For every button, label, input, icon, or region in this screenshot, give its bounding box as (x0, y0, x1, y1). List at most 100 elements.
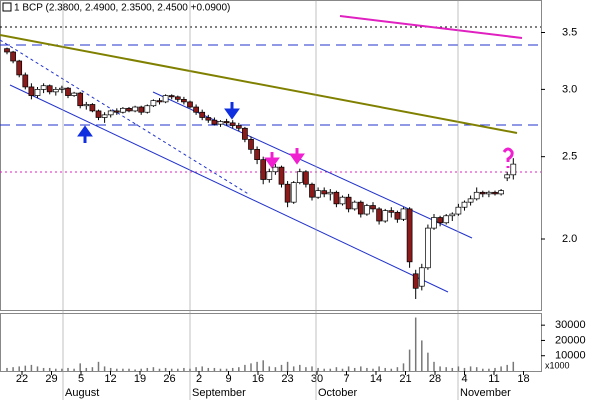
candle-body (16, 60, 23, 76)
channel-line (0, 39, 251, 196)
x-tick-label: 19 (134, 373, 146, 385)
x-tick-label: 5 (78, 373, 84, 385)
x-tick-label: 26 (163, 373, 175, 385)
candle-body (254, 149, 260, 160)
candle-body (150, 100, 157, 107)
candle-body (321, 190, 328, 195)
candle-body (278, 166, 285, 185)
y-tick-label: 2.0 (562, 233, 577, 245)
candle-body (83, 104, 90, 107)
candle-body (303, 171, 309, 185)
candle-body (315, 190, 321, 198)
candle-body (260, 159, 267, 180)
candle-body (187, 101, 193, 108)
candle-body (400, 208, 407, 220)
candle-body (425, 227, 431, 269)
candle-body (71, 92, 77, 96)
candle-body (431, 217, 437, 229)
candle-body (345, 196, 352, 210)
candle-body (223, 121, 230, 124)
channel-line (9, 84, 449, 293)
candle-body (107, 110, 114, 116)
x-tick-label: 7 (343, 373, 349, 385)
trend-line (0, 34, 518, 134)
candle-body (510, 163, 517, 176)
candle-body (10, 51, 16, 62)
month-label: October (318, 387, 357, 399)
arrow (264, 152, 280, 169)
x-tick-label: 23 (281, 373, 293, 385)
candle-body (382, 210, 389, 222)
chart-title: 1 BCP (2.3800, 2.4900, 2.3500, 2.4500 +0… (14, 3, 230, 14)
question-mark (502, 147, 514, 168)
x-tick-label: 21 (399, 373, 411, 385)
candle-body (113, 110, 120, 113)
drawings (0, 15, 541, 293)
month-label: November (460, 387, 511, 399)
y-tick-label: 2.5 (562, 151, 577, 163)
candle-body (65, 87, 71, 96)
candle-body (40, 85, 47, 90)
candle-body (376, 208, 382, 222)
candle-body (479, 191, 486, 195)
candle-body (333, 191, 340, 205)
x-tick-label: 18 (517, 373, 529, 385)
candle-body (59, 87, 65, 90)
candle-body (437, 217, 443, 224)
candle-body (132, 106, 138, 112)
x-tick-label: 2 (196, 373, 202, 385)
candle-body (492, 191, 498, 195)
candle-body (339, 196, 346, 205)
candle-body (181, 99, 187, 103)
candle-body (498, 190, 504, 195)
x-tick-label: 29 (45, 373, 57, 385)
volume-tick-label: 20000 (555, 334, 586, 346)
candle-body (46, 85, 53, 93)
arrow (77, 125, 93, 143)
candle-body (412, 273, 419, 289)
candle-body (101, 114, 108, 118)
candle-body (235, 125, 242, 129)
candle-body (290, 182, 297, 203)
candle-body (126, 107, 132, 112)
candle-body (162, 95, 169, 103)
month-label: September (192, 387, 246, 399)
candle-body (443, 215, 450, 224)
candle-body (89, 104, 96, 112)
candle-body (217, 121, 224, 125)
candle-body (168, 95, 175, 98)
candle-body (364, 205, 370, 215)
candle-body (272, 166, 279, 173)
candle-body (296, 171, 303, 184)
arrow (289, 148, 305, 165)
candle-body (370, 205, 376, 210)
candle-body (248, 139, 254, 150)
x-tick-label: 22 (16, 373, 28, 385)
candle-body (205, 117, 212, 121)
candle-body (229, 122, 236, 126)
volume-unit: x1000 (545, 360, 570, 370)
candle-body (211, 119, 218, 125)
candle-body (174, 96, 181, 100)
channel-line (152, 91, 473, 239)
candle-body (461, 201, 468, 208)
x-tick-label: 4 (461, 373, 467, 385)
volume-tick-label: 10000 (555, 350, 586, 362)
candle-body (449, 213, 456, 217)
candle-body (455, 206, 462, 215)
volume-tick-label: 30000 (555, 319, 586, 331)
trend-line (339, 15, 523, 39)
candle-body (406, 208, 413, 263)
candle-body (138, 106, 145, 113)
volume-pane (0, 313, 542, 372)
arrow (224, 102, 240, 120)
candle-body (52, 89, 59, 93)
candle-body (4, 48, 10, 53)
candle-body (486, 191, 492, 195)
candle-body (266, 171, 273, 180)
month-label: August (65, 387, 99, 399)
candle-body (28, 86, 35, 96)
candle-body (418, 267, 425, 287)
candle-body (95, 110, 102, 118)
